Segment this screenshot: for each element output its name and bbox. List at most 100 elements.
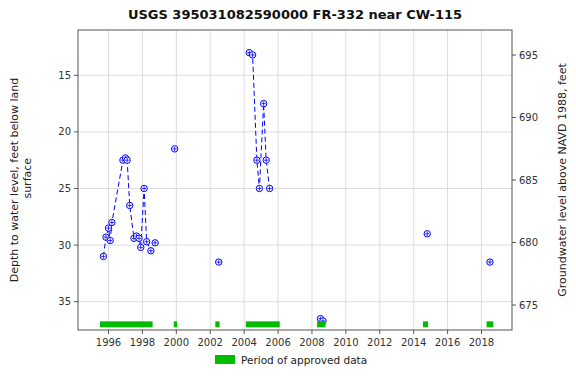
title: USGS 395031082590000 FR-332 near CW-115 [128, 7, 462, 22]
x-tick-label: 2006 [265, 337, 290, 348]
point-circle [109, 219, 115, 225]
point [100, 253, 106, 259]
data [100, 49, 493, 327]
y-tick-label: 30 [58, 240, 71, 251]
point-circle [487, 259, 493, 265]
y2-tick [512, 55, 516, 56]
x-tick [108, 330, 109, 334]
point-cross-v [256, 158, 257, 162]
point-circle [127, 202, 133, 208]
grid-line-y [78, 75, 512, 76]
y2-tick-label: 680 [519, 237, 538, 248]
y2-tick-label: 675 [519, 300, 538, 311]
point [263, 157, 269, 163]
point [143, 238, 149, 244]
point-circle [124, 157, 130, 163]
y-tick [74, 301, 78, 302]
x-tick [311, 330, 312, 334]
point [254, 157, 260, 163]
y2-tick-label: 690 [519, 112, 538, 123]
point-cross-v [174, 147, 175, 151]
x-tick [142, 330, 143, 334]
y2-tick [512, 305, 516, 306]
point-circle [424, 231, 430, 237]
point-circle [216, 259, 222, 265]
legend-label: Period of approved data [241, 354, 367, 366]
point-cross-v [263, 101, 264, 105]
point-circle [171, 146, 177, 152]
plot-frame [78, 30, 512, 330]
grid-line-y [78, 301, 512, 302]
x-tick-label: 2010 [333, 337, 358, 348]
point-cross-v [105, 235, 106, 239]
approved-bar [487, 321, 494, 327]
point-circle [136, 235, 142, 241]
x-tick [278, 330, 279, 334]
x-tick [481, 330, 482, 334]
point-cross-v [252, 53, 253, 57]
point-circle [260, 100, 266, 106]
point [109, 219, 115, 225]
point-cross-v [129, 203, 130, 207]
background [0, 0, 576, 384]
y-tick [74, 131, 78, 132]
y2-tick-label: 695 [519, 50, 538, 61]
point [138, 244, 144, 250]
point [148, 248, 154, 254]
y2-tick [512, 242, 516, 243]
point-circle [148, 248, 154, 254]
point [171, 146, 177, 152]
y-tick-label: 15 [58, 70, 71, 81]
series-line [103, 158, 155, 256]
point-circle [138, 244, 144, 250]
point [136, 235, 142, 241]
x-tick-label: 2018 [469, 337, 494, 348]
axes: 1996199820002002200420062008201020122014… [58, 50, 538, 349]
y-tick [74, 188, 78, 189]
x-tick-label: 2002 [198, 337, 223, 348]
point [424, 231, 430, 237]
point [216, 259, 222, 265]
approved-bar [215, 321, 219, 327]
point-cross-v [155, 241, 156, 245]
point-cross-v [269, 186, 270, 190]
point-cross-v [427, 232, 428, 236]
y-tick [74, 245, 78, 246]
point [256, 185, 262, 191]
point-cross-v [127, 158, 128, 162]
y-tick [74, 75, 78, 76]
point [152, 240, 158, 246]
point-cross-v [218, 260, 219, 264]
point [127, 202, 133, 208]
y2-tick [512, 117, 516, 118]
point-cross-v [110, 238, 111, 242]
grid [78, 30, 512, 330]
x-tick [345, 330, 346, 334]
point [266, 185, 272, 191]
point [107, 237, 113, 243]
x-tick-label: 2014 [401, 337, 426, 348]
point-circle [152, 240, 158, 246]
y2-tick-label: 685 [519, 175, 538, 186]
point-cross-v [259, 186, 260, 190]
point-circle [254, 157, 260, 163]
x-tick [210, 330, 211, 334]
x-tick-label: 1998 [130, 337, 155, 348]
x-tick-label: 2004 [231, 337, 256, 348]
point-circle [141, 185, 147, 191]
x-tick [379, 330, 380, 334]
point-cross-v [111, 220, 112, 224]
x-tick-label: 2008 [299, 337, 324, 348]
point-circle [100, 253, 106, 259]
y-axis-label: Depth to water level, feet below land su… [8, 78, 34, 283]
approved-bar [423, 321, 428, 327]
approved-bar [317, 321, 325, 327]
grid-line-y [78, 131, 512, 132]
point-cross-v [489, 260, 490, 264]
point [141, 185, 147, 191]
y2-tick [512, 180, 516, 181]
x-tick [244, 330, 245, 334]
point-cross-v [266, 158, 267, 162]
x-tick-label: 2012 [367, 337, 392, 348]
x-tick [413, 330, 414, 334]
